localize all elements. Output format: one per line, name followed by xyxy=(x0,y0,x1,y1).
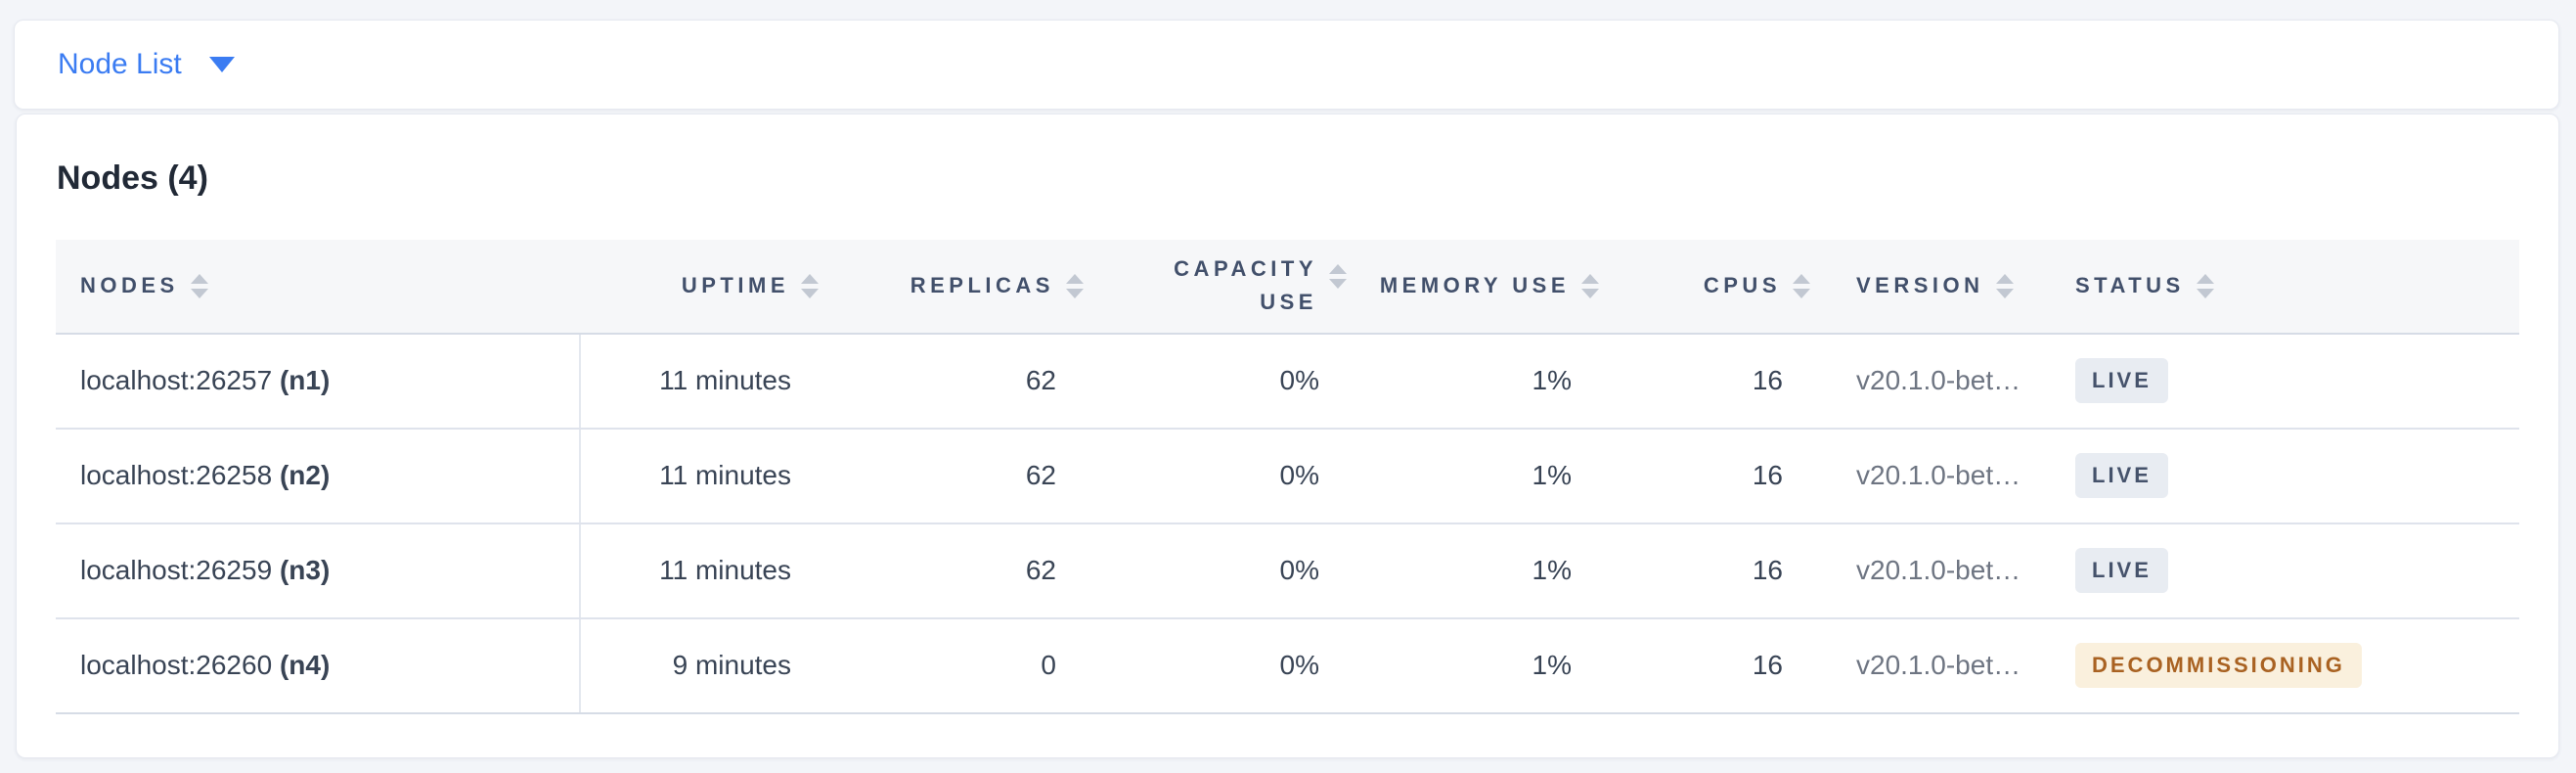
table-row: localhost:26258 (n2) 11 minutes 62 0% 1%… xyxy=(56,428,2519,524)
sort-icon[interactable] xyxy=(1066,273,1084,298)
replicas-cell: 62 xyxy=(821,428,1086,524)
memory-use-cell: 1% xyxy=(1349,333,1601,430)
version-cell: v20.1.0-bet… xyxy=(1812,428,2044,524)
uptime-cell: 11 minutes xyxy=(580,428,821,524)
column-label: Replicas xyxy=(910,273,1054,298)
column-label: Status xyxy=(2075,273,2185,298)
node-id: (n4) xyxy=(279,650,331,681)
node-id: (n3) xyxy=(279,555,331,586)
chevron-down-icon xyxy=(208,57,235,72)
column-label: Capacity Use xyxy=(1174,256,1317,315)
status-badge: LIVE xyxy=(2075,548,2168,594)
table-row: localhost:26260 (n4) 9 minutes 0 0% 1% 1… xyxy=(56,617,2519,714)
view-selector-bar: Node List xyxy=(14,20,2559,110)
replicas-cell: 62 xyxy=(821,523,1086,619)
sort-icon[interactable] xyxy=(190,273,208,298)
uptime-cell: 9 minutes xyxy=(580,617,821,714)
status-badge: LIVE xyxy=(2075,358,2168,404)
status-badge: LIVE xyxy=(2075,453,2168,499)
status-badge: DECOMMISSIONING xyxy=(2075,643,2362,689)
version-cell: v20.1.0-bet… xyxy=(1812,333,2044,430)
cpus-cell: 16 xyxy=(1601,617,1812,714)
node-id: (n2) xyxy=(279,460,331,491)
capacity-use-cell: 0% xyxy=(1086,333,1349,430)
uptime-cell: 11 minutes xyxy=(580,523,821,619)
column-header-replicas[interactable]: Replicas xyxy=(821,239,1086,335)
table-row: localhost:26257 (n1) 11 minutes 62 0% 1%… xyxy=(56,333,2519,430)
cpus-cell: 16 xyxy=(1601,523,1812,619)
column-label: Memory Use xyxy=(1379,273,1570,298)
section-title: Nodes (4) xyxy=(57,159,208,197)
memory-use-cell: 1% xyxy=(1349,617,1601,714)
column-header-capacity-use[interactable]: Capacity Use xyxy=(1086,239,1349,335)
column-header-nodes[interactable]: Nodes xyxy=(56,239,580,335)
node-address: localhost:26260 xyxy=(80,650,273,681)
column-label: CPUs xyxy=(1703,273,1781,298)
column-label: Nodes xyxy=(80,273,179,298)
capacity-use-cell: 0% xyxy=(1086,617,1349,714)
uptime-cell: 11 minutes xyxy=(580,333,821,430)
table-row: localhost:26259 (n3) 11 minutes 62 0% 1%… xyxy=(56,523,2519,619)
status-cell: DECOMMISSIONING xyxy=(2044,617,2519,714)
node-address-cell[interactable]: localhost:26260 (n4) xyxy=(56,617,581,714)
node-address-cell[interactable]: localhost:26258 (n2) xyxy=(56,428,581,524)
table-header-row: Nodes Uptime Replicas xyxy=(56,239,2519,335)
status-cell: LIVE xyxy=(2044,523,2519,619)
view-selector-dropdown[interactable]: Node List xyxy=(58,50,235,79)
nodes-panel: Nodes (4) Nodes Uptime xyxy=(16,114,2559,758)
replicas-cell: 0 xyxy=(821,617,1086,714)
node-address: localhost:26257 xyxy=(80,365,273,396)
cpus-cell: 16 xyxy=(1601,333,1812,430)
sort-icon[interactable] xyxy=(1793,273,1810,298)
column-header-version[interactable]: Version xyxy=(1812,239,2044,335)
sort-icon[interactable] xyxy=(1581,273,1599,298)
status-cell: LIVE xyxy=(2044,333,2519,430)
node-address-cell[interactable]: localhost:26259 (n3) xyxy=(56,523,581,619)
node-address-cell[interactable]: localhost:26257 (n1) xyxy=(56,333,581,430)
column-label: Uptime xyxy=(681,273,789,298)
capacity-use-cell: 0% xyxy=(1086,523,1349,619)
status-cell: LIVE xyxy=(2044,428,2519,524)
view-selector-label: Node List xyxy=(58,48,182,80)
column-label: Version xyxy=(1856,273,1984,298)
sort-icon[interactable] xyxy=(1329,264,1347,290)
sort-icon[interactable] xyxy=(1995,273,2014,298)
memory-use-cell: 1% xyxy=(1349,428,1601,524)
column-header-uptime[interactable]: Uptime xyxy=(580,239,821,335)
column-header-status[interactable]: Status xyxy=(2044,239,2519,335)
cpus-cell: 16 xyxy=(1601,428,1812,524)
column-header-memory-use[interactable]: Memory Use xyxy=(1349,239,1601,335)
node-id: (n1) xyxy=(279,365,331,396)
node-address: localhost:26258 xyxy=(80,460,273,491)
node-address: localhost:26259 xyxy=(80,555,273,586)
sort-icon[interactable] xyxy=(2196,273,2214,298)
capacity-use-cell: 0% xyxy=(1086,428,1349,524)
column-header-cpus[interactable]: CPUs xyxy=(1601,239,1812,335)
replicas-cell: 62 xyxy=(821,333,1086,430)
version-cell: v20.1.0-bet… xyxy=(1812,617,2044,714)
version-cell: v20.1.0-bet… xyxy=(1812,523,2044,619)
sort-icon[interactable] xyxy=(801,273,819,298)
memory-use-cell: 1% xyxy=(1349,523,1601,619)
nodes-table: Nodes Uptime Replicas xyxy=(56,239,2519,714)
